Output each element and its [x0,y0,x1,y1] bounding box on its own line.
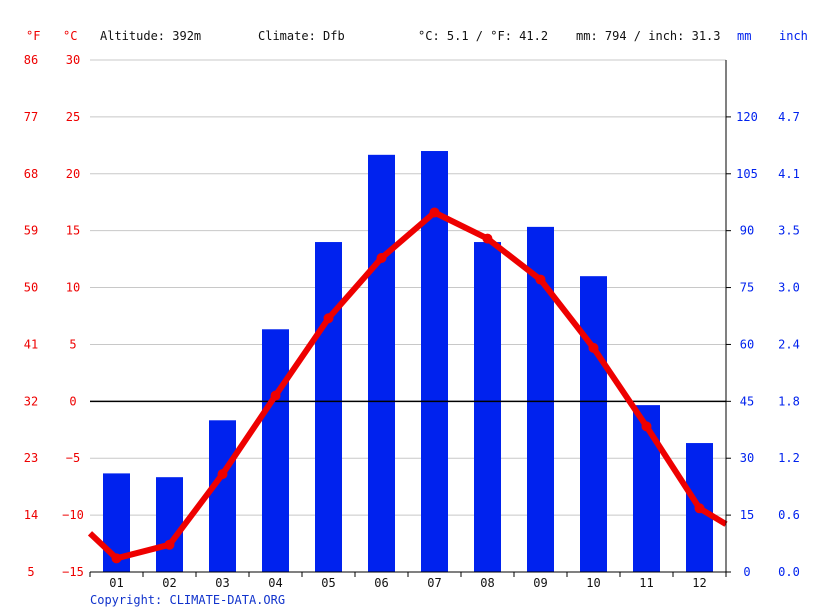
unit-f-label: °F [26,29,40,43]
celsius-tick-label: 15 [66,224,80,238]
celsius-tick-label: 20 [66,167,80,181]
celsius-tick-label: −10 [62,508,84,522]
inch-tick-label: 0.0 [778,565,800,579]
month-tick-label: 02 [162,576,176,590]
month-tick-label: 07 [427,576,441,590]
month-tick-label: 04 [268,576,282,590]
precipitation-bar [580,276,607,572]
precipitation-bar [156,477,183,572]
mm-tick-label: 0 [743,565,750,579]
inch-tick-label: 3.0 [778,281,800,295]
fahrenheit-tick-label: 59 [24,224,38,238]
celsius-tick-label: −5 [66,451,80,465]
fahrenheit-tick-label: 14 [24,508,38,522]
temperature-line-layer [87,207,728,564]
mm-tick-label: 105 [736,167,758,181]
month-tick-label: 11 [639,576,653,590]
fahrenheit-tick-label: 77 [24,110,38,124]
inch-tick-label: 1.8 [778,394,800,408]
mm-tick-label: 120 [736,110,758,124]
unit-c-label: °C [63,29,77,43]
temperature-point [323,313,334,324]
mm-tick-label: 30 [740,451,754,465]
temperature-point [376,252,387,263]
celsius-tick-label: −15 [62,565,84,579]
mm-tick-label: 60 [740,337,754,351]
climate-label: Climate: Dfb [258,29,345,43]
inch-tick-label: 4.7 [778,110,800,124]
precipitation-bar [368,154,395,572]
temperature-point [641,421,652,432]
mm-tick-label: 45 [740,394,754,408]
celsius-tick-label: 10 [66,281,80,295]
precipitation-bars [103,151,713,573]
precipitation-bar [209,420,236,572]
mm-tick-label: 90 [740,224,754,238]
unit-mm-label: mm [737,29,751,43]
temperature-point [217,469,228,480]
temperature-point [535,274,546,285]
temperature-point [270,390,281,401]
inch-tick-label: 0.6 [778,508,800,522]
temperature-point [482,233,493,244]
month-tick-label: 12 [692,576,706,590]
altitude-label: Altitude: 392m [100,29,201,43]
copyright-link[interactable]: Copyright: CLIMATE-DATA.ORG [90,593,285,607]
temperature-point [111,553,122,564]
month-tick-label: 08 [480,576,494,590]
temperature-point [694,503,705,514]
mm-tick-label: 15 [740,508,754,522]
precipitation-bar [262,329,289,572]
mm-tick-label: 75 [740,281,754,295]
grid-layer [90,59,726,516]
temperature-line [87,209,728,562]
celsius-tick-label: 5 [69,337,76,351]
inch-tick-label: 4.1 [778,167,800,181]
celsius-tick-label: 0 [69,394,76,408]
fahrenheit-tick-label: 32 [24,394,38,408]
celsius-tick-label: 25 [66,110,80,124]
temperature-point [588,342,599,353]
unit-inch-label: inch [779,29,808,43]
precipitation-bar [474,242,501,573]
fahrenheit-tick-label: 86 [24,53,38,67]
fahrenheit-tick-label: 5 [27,565,34,579]
axis-layer: 30862577206815591050541032−523−1014−1550… [24,53,800,590]
inch-tick-label: 3.5 [778,224,800,238]
month-tick-label: 05 [321,576,335,590]
month-tick-label: 01 [109,576,123,590]
precipitation-summary: mm: 794 / inch: 31.3 [576,29,721,43]
month-tick-label: 06 [374,576,388,590]
month-tick-label: 09 [533,576,547,590]
month-tick-label: 03 [215,576,229,590]
temperature-point [429,207,440,218]
inch-tick-label: 2.4 [778,337,800,351]
fahrenheit-tick-label: 50 [24,281,38,295]
month-tick-label: 10 [586,576,600,590]
celsius-tick-label: 30 [66,53,80,67]
inch-tick-label: 1.2 [778,451,800,465]
temperature-point [164,539,175,550]
precipitation-bar [633,405,660,572]
fahrenheit-tick-label: 23 [24,451,38,465]
fahrenheit-tick-label: 41 [24,337,38,351]
fahrenheit-tick-label: 68 [24,167,38,181]
temperature-summary: °C: 5.1 / °F: 41.2 [418,29,548,43]
precipitation-bar [315,242,342,573]
